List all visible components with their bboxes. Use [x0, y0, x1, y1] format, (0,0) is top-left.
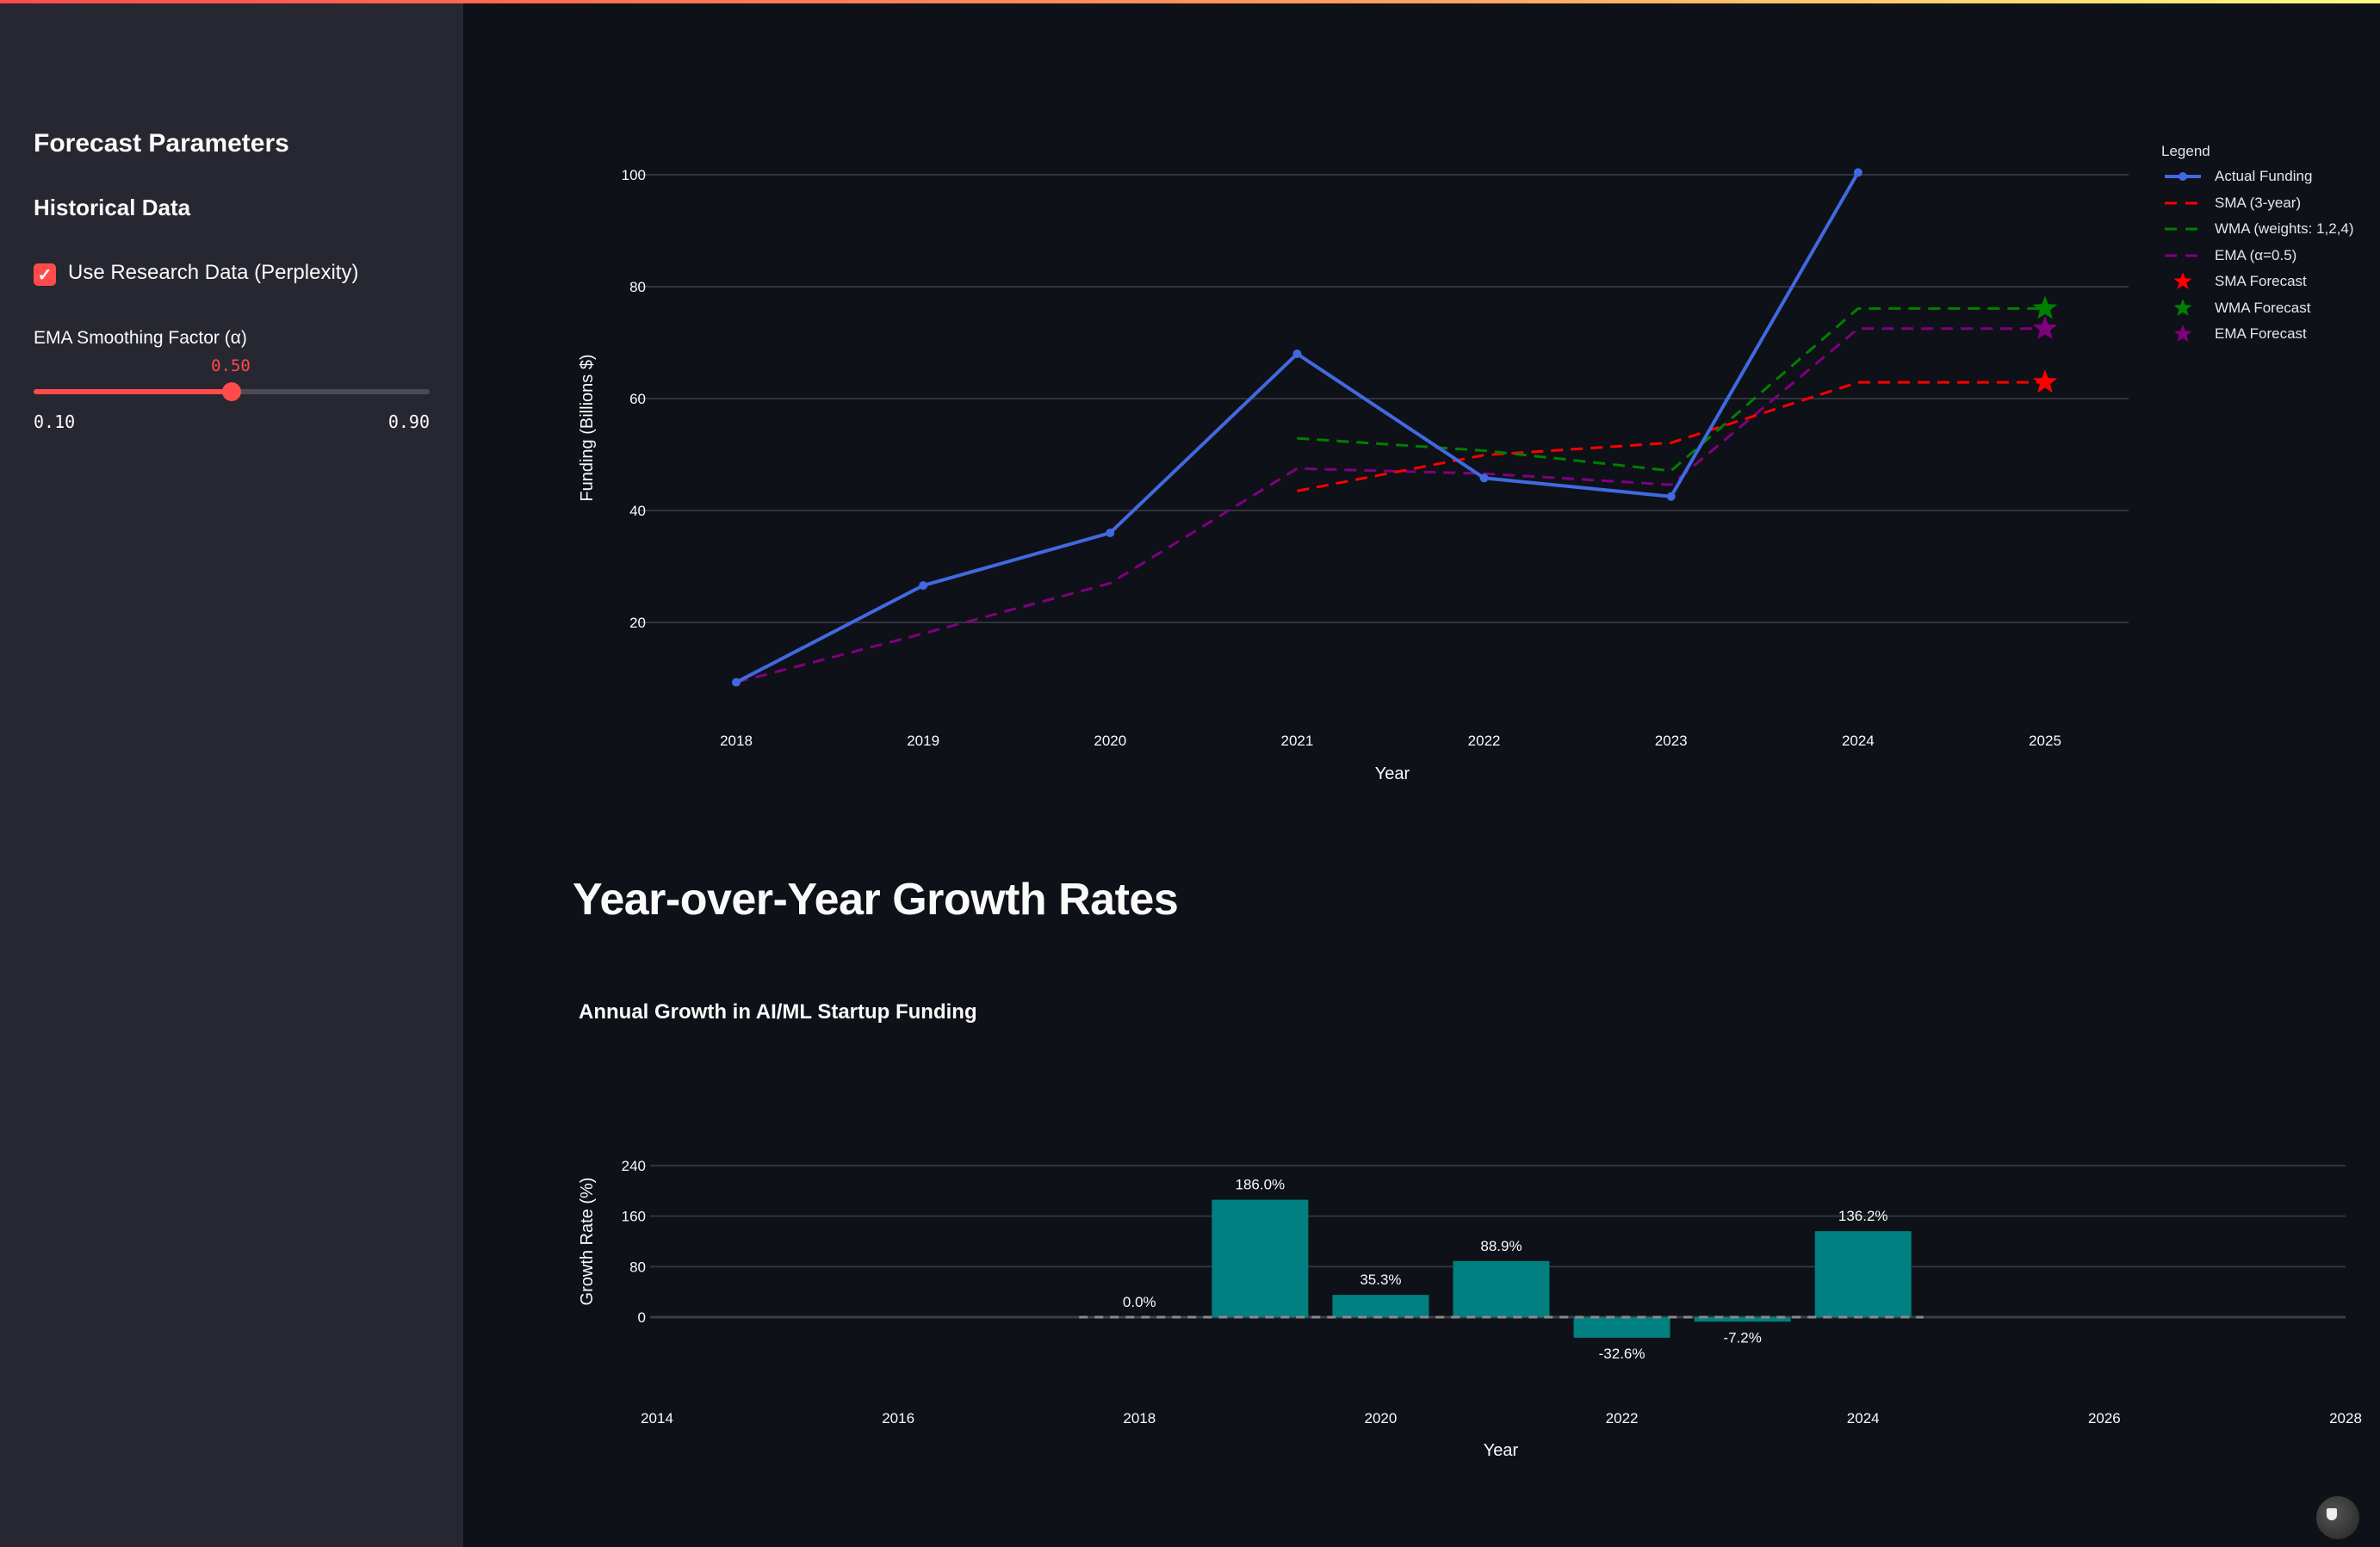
legend-label: EMA Forecast [2215, 325, 2307, 343]
streamlit-status-icon[interactable] [2316, 1496, 2359, 1539]
x-tick-label: 2022 [1468, 733, 1501, 749]
series-line-actual-funding [735, 171, 1860, 684]
bar-data-label: 35.3% [1360, 1272, 1401, 1288]
legend-label: EMA (α=0.5) [2215, 246, 2297, 263]
y-tick-label: 40 [629, 503, 646, 519]
growth-bar [1694, 1317, 1791, 1322]
x-tick-label: 2020 [1365, 1410, 1398, 1426]
bar-data-label: -7.2% [1723, 1329, 1761, 1346]
legend-label: SMA (3-year) [2215, 194, 2302, 211]
sidebar-subtitle: Historical Data [34, 195, 191, 220]
ema-slider-value: 0.50 [211, 356, 251, 375]
x-tick-label: 2018 [1123, 1410, 1156, 1426]
growth-bar [1332, 1295, 1429, 1317]
dashed-line-icon [2165, 227, 2201, 231]
data-point [1479, 473, 1489, 483]
ema-slider-max: 0.90 [387, 412, 430, 432]
growth-bar [1573, 1317, 1670, 1338]
legend-item[interactable]: SMA (3-year) [2161, 190, 2354, 217]
sidebar-title: Forecast Parameters [34, 129, 289, 158]
legend-item[interactable]: Actual Funding [2161, 164, 2354, 190]
forecast-star-marker [2032, 369, 2058, 393]
legend-item[interactable]: WMA (weights: 1,2,4) [2161, 216, 2354, 243]
star-icon [2173, 325, 2192, 343]
growth-bar [1814, 1231, 1912, 1317]
x-tick-label: 2024 [1847, 1410, 1880, 1426]
ema-slider-label: EMA Smoothing Factor (α) [34, 328, 247, 348]
data-point [1292, 350, 1302, 358]
legend-item[interactable]: EMA Forecast [2161, 321, 2354, 348]
y-tick-label: 0 [638, 1309, 646, 1326]
star-icon [2173, 273, 2192, 290]
bar-data-label: 0.0% [1123, 1294, 1156, 1310]
dashed-line-icon [2165, 254, 2201, 257]
series-line-sma-3-year- [1297, 381, 2045, 492]
research-data-checkbox-label[interactable]: Use Research Data (Perplexity) [68, 261, 359, 284]
x-tick-label: 2024 [1842, 733, 1875, 749]
data-point [732, 678, 741, 687]
data-point [1106, 529, 1115, 537]
y-tick-label: 20 [629, 615, 646, 631]
y-tick-label: 80 [629, 1259, 646, 1275]
legend-item[interactable]: WMA Forecast [2161, 295, 2354, 322]
legend-title: Legend [2161, 143, 2210, 159]
x-tick-label: 2028 [2329, 1410, 2362, 1426]
sidebar: Forecast Parameters Historical Data ✓ Us… [0, 0, 463, 1547]
x-tick-label: 2016 [882, 1410, 914, 1426]
x-tick-label: 2021 [1281, 733, 1314, 749]
forecast-legend: Legend Actual Funding SMA (3-year) WMA (we… [2161, 143, 2354, 348]
dashed-line-icon [2165, 201, 2201, 205]
y-axis-title: Funding (Billions $) [578, 354, 597, 501]
y-tick-label: 60 [629, 391, 646, 407]
x-tick-label: 2019 [907, 733, 939, 749]
growth-chart-title: Annual Growth in AI/ML Startup Funding [579, 1000, 977, 1024]
legend-label: WMA (weights: 1,2,4) [2215, 220, 2354, 238]
star-icon [2173, 299, 2192, 316]
legend-label: Actual Funding [2215, 168, 2313, 185]
data-point [1853, 168, 1862, 177]
x-tick-label: 2023 [1655, 733, 1688, 749]
y-tick-label: 80 [629, 279, 646, 295]
bar-data-label: 88.9% [1480, 1238, 1522, 1254]
ema-slider-thumb[interactable] [222, 382, 241, 401]
y-tick-label: 240 [622, 1158, 646, 1174]
ema-slider-min: 0.10 [34, 412, 76, 432]
x-tick-label: 2022 [1606, 1410, 1639, 1426]
ema-slider-fill [34, 389, 232, 394]
growth-heading: Year-over-Year Growth Rates [573, 875, 1179, 925]
y-tick-label: 160 [622, 1209, 646, 1225]
x-tick-label: 2026 [2088, 1410, 2121, 1426]
bar-data-label: 136.2% [1838, 1208, 1888, 1224]
legend-label: SMA Forecast [2215, 273, 2307, 290]
forecast-star-marker [2032, 315, 2058, 339]
check-icon: ✓ [37, 265, 53, 285]
bar-data-label: 186.0% [1236, 1177, 1286, 1193]
series-line-wma-weights-1-2-4- [1297, 306, 2045, 473]
x-tick-label: 2018 [720, 733, 753, 749]
x-tick-label: 2025 [2029, 733, 2061, 749]
y-tick-label: 100 [622, 167, 646, 183]
series-line-ema-0-5- [735, 327, 2045, 684]
x-axis-title: Year [1484, 1441, 1519, 1460]
line-marker-icon [2165, 172, 2201, 182]
legend-label: WMA Forecast [2215, 299, 2311, 316]
x-tick-label: 2020 [1094, 733, 1126, 749]
y-axis-title: Growth Rate (%) [578, 1178, 597, 1306]
research-data-checkbox[interactable]: ✓ [34, 263, 56, 286]
x-tick-label: 2014 [641, 1410, 673, 1426]
app-header-decoration [0, 0, 2380, 3]
forecast-star-marker [2032, 295, 2058, 319]
growth-bar [1091, 1317, 1188, 1318]
growth-bar [1453, 1260, 1550, 1317]
legend-item[interactable]: SMA Forecast [2161, 269, 2354, 295]
x-axis-title: Year [1375, 764, 1410, 783]
data-point [1666, 492, 1676, 501]
growth-bar [1212, 1199, 1309, 1317]
ema-slider[interactable] [34, 382, 430, 401]
data-point [919, 581, 928, 591]
bar-data-label: -32.6% [1599, 1346, 1646, 1362]
legend-item[interactable]: EMA (α=0.5) [2161, 243, 2354, 269]
